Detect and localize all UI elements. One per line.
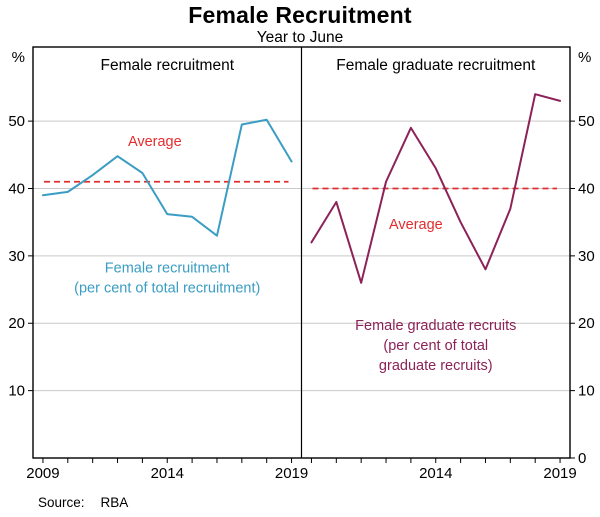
annotation-label: Female recruitment — [105, 261, 230, 277]
series-line — [310, 93, 562, 284]
panel-title: Female recruitment — [100, 57, 234, 74]
y-tick-label: 20 — [578, 315, 595, 332]
annotation-label: Average — [128, 134, 182, 150]
series-line — [41, 118, 293, 237]
x-tick-label: 2014 — [419, 465, 452, 480]
y-tick-label: 10 — [8, 383, 25, 400]
x-tick-label: 2019 — [275, 465, 308, 480]
y-unit-label: % — [12, 49, 25, 66]
annotation-label: Average — [389, 217, 443, 233]
annotation-label: (per cent of total — [383, 338, 488, 354]
x-tick-label: 2014 — [151, 465, 184, 480]
y-tick-label: 50 — [8, 113, 25, 130]
source-label: Source: — [38, 495, 85, 510]
y-tick-label: 30 — [8, 248, 25, 265]
y-tick-label: 10 — [578, 383, 595, 400]
x-tick-label: 2019 — [543, 465, 576, 480]
y-tick-label: 30 — [578, 248, 595, 265]
y-tick-label: 50 — [578, 113, 595, 130]
chart-subtitle: Year to June — [256, 29, 344, 46]
source-value: RBA — [100, 495, 129, 510]
y-unit-label: % — [578, 49, 591, 66]
y-tick-label: 20 — [8, 315, 25, 332]
y-tick-label: 40 — [8, 180, 25, 197]
annotation-label: Female graduate recruits — [355, 318, 516, 334]
y-tick-label: 40 — [578, 180, 595, 197]
source-note: Source: RBA — [38, 495, 128, 510]
x-tick-label: 2009 — [26, 465, 59, 480]
chart-title: Female Recruitment — [188, 2, 412, 28]
chart-canvas: Female recruitment 2009 2014 2019 Average Fem… — [8, 46, 595, 480]
y-tick-label: 0 — [578, 450, 586, 467]
panel-title: Female graduate recruitment — [336, 57, 536, 74]
annotation-label: graduate recruits) — [379, 358, 493, 374]
annotation-label: (per cent of total recruitment) — [74, 281, 260, 297]
